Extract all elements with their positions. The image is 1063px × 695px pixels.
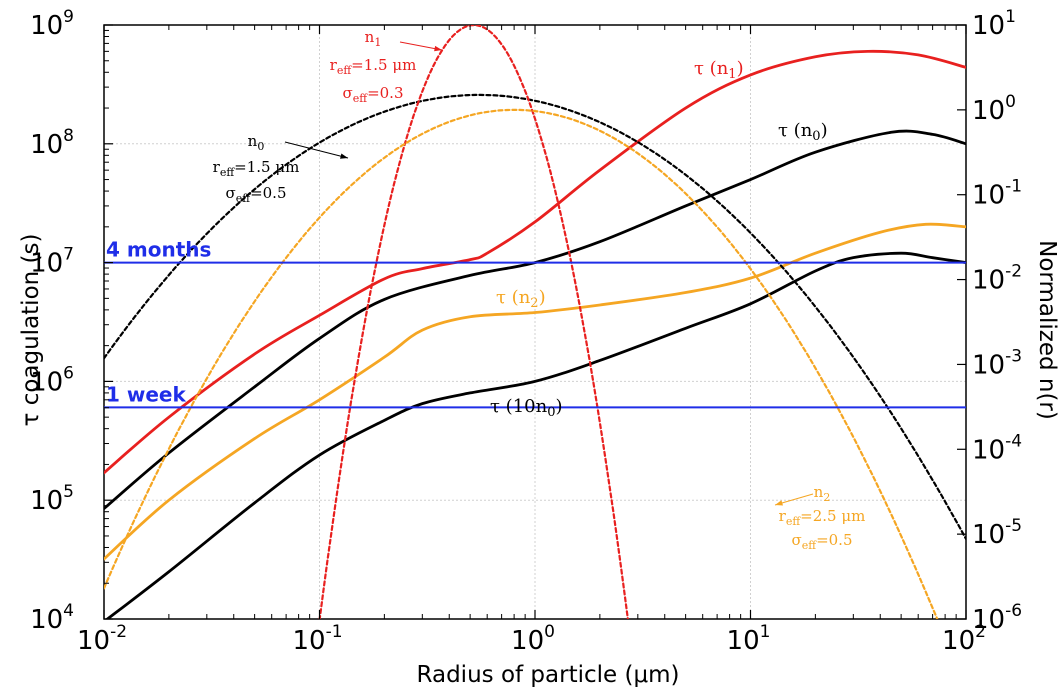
annotation-tau_n0: τ (n0) <box>778 120 828 144</box>
annotation-n2_label-line: σeff=0.5 <box>791 531 852 552</box>
y-right-tick-label: 10-1 <box>972 177 1022 211</box>
n0-leader-arrow <box>284 141 349 159</box>
y-left-tick-label: 108 <box>30 126 74 160</box>
y-axis-title-right: Normalized n(r) <box>1034 240 1060 420</box>
annotation-n1_label-line: σeff=0.3 <box>342 84 403 105</box>
annotation-n1_label-line: reff=1.5 μm <box>330 56 417 77</box>
y-left-tick-label: 109 <box>30 7 74 41</box>
series-line-tau_n0 <box>104 129 966 510</box>
series-line-n1 <box>318 25 629 619</box>
hline-label-1: 4 months <box>106 238 211 262</box>
x-tick-label: 101 <box>727 622 771 656</box>
series-layer <box>104 25 966 619</box>
annotation-n0_label-line: reff=1.5 μm <box>213 158 300 179</box>
annotation-layer: τ (n1) τ (n0) τ (n2) τ (10n0) n1 reff=1.5 μm σ… <box>213 28 866 552</box>
y-left-tick-label: 107 <box>30 245 74 279</box>
n0-leader-arrow-head <box>340 153 348 159</box>
hline-layer: 4 months 1 week <box>104 238 966 409</box>
y-right-tick-label: 10-2 <box>972 262 1022 296</box>
y-right-tick-label: 10-4 <box>972 431 1022 465</box>
x-tick-label: 102 <box>942 622 986 656</box>
annotation-tau_n1: τ (n1) <box>694 58 744 82</box>
annotation-tau_n2: τ (n2) <box>496 287 546 311</box>
annotation-n0_label-line: n0 <box>248 132 265 153</box>
y-right-tick-label: 10-3 <box>972 346 1022 380</box>
series-line-n2 <box>104 108 939 619</box>
annotation-n0_label-line: σeff=0.5 <box>225 184 286 205</box>
y-left-tick-label: 105 <box>30 482 74 516</box>
n2-leader-arrow-head <box>775 500 783 506</box>
y-axis-title-left: τ coagulation (s) <box>18 234 44 427</box>
y-right-tick-label: 10-6 <box>972 601 1022 635</box>
tick-layer: 10-2 10-1 100 101 102 104 105 106 107 108 109 10-6 1… <box>30 7 1022 656</box>
n1-leader-arrow-head <box>434 45 442 52</box>
y-left-tick-label: 104 <box>30 601 74 635</box>
series-line-tau_n1 <box>104 49 966 475</box>
x-tick-label: 100 <box>511 622 555 656</box>
series-line-tau_n2 <box>104 222 966 561</box>
hline-label-2: 1 week <box>106 382 186 406</box>
annotation-n2_label-line: reff=2.5 μm <box>779 507 866 528</box>
x-tick-label: 10-2 <box>77 622 127 656</box>
annotation-tau_10n0: τ (10n0) <box>490 396 563 420</box>
y-right-tick-label: 100 <box>972 92 1016 126</box>
y-right-tick-label: 10-5 <box>972 516 1022 550</box>
y-right-tick-label: 101 <box>972 7 1016 41</box>
x-tick-label: 10-1 <box>292 622 342 656</box>
grid <box>103 24 967 620</box>
annotation-n1_label-line: n1 <box>365 28 382 49</box>
x-axis-title: Radius of particle (μm) <box>417 662 680 688</box>
y-left-tick-label: 106 <box>30 363 74 397</box>
series-line-tau_10n0 <box>105 251 966 619</box>
annotation-n2_label-line: n2 <box>814 483 831 504</box>
series-line-n0 <box>104 93 966 540</box>
